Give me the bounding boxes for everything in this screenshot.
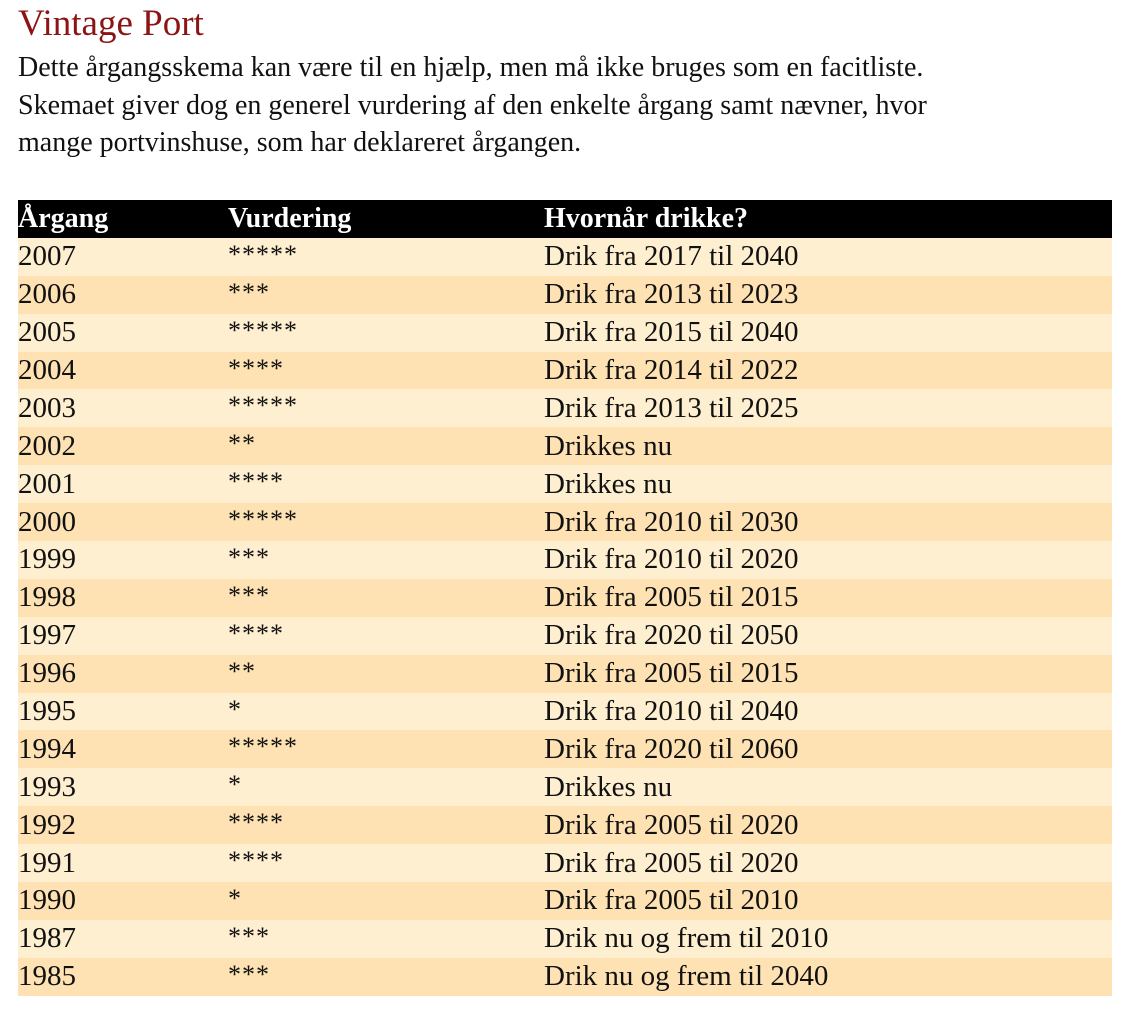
drink-cell: Drik fra 2005 til 2015 [544,657,799,690]
rating-cell: ** [228,656,256,686]
year-cell: 1994 [18,732,76,765]
drink-cell: Drik fra 2010 til 2030 [544,505,799,538]
year-cell: 1991 [18,846,76,879]
table-row: 2007 ***** Drik fra 2017 til 2040 [18,237,1112,276]
rating-cell: ** [228,429,256,459]
table-row: 2000 ***** Drik fra 2010 til 2030 [18,503,1112,542]
table-row: 1997 **** Drik fra 2020 til 2050 [18,616,1112,655]
rating-cell: * [228,770,242,800]
intro-line: Dette årgangsskema kan være til en hjælp… [18,52,924,83]
drink-cell: Drik fra 2013 til 2023 [544,278,799,311]
drink-cell: Drik fra 2014 til 2022 [544,354,799,386]
year-cell: 1987 [18,922,76,955]
rating-cell: **** [228,467,284,497]
drink-cell: Drik fra 2017 til 2040 [544,240,799,273]
column-header: Hvornår drikke? [544,202,749,234]
drink-cell: Drik nu og frem til 2040 [544,960,829,993]
table-row: 2003 ***** Drik fra 2013 til 2025 [18,389,1112,428]
drink-cell: Drik fra 2005 til 2020 [544,808,799,841]
rating-cell: **** [228,808,284,838]
year-cell: 1996 [18,657,76,690]
drink-cell: Drik fra 2005 til 2020 [544,846,799,879]
drink-cell: Drik nu og frem til 2010 [544,922,829,955]
table-row: 1987 *** Drik nu og frem til 2010 [18,919,1112,958]
rating-cell: *** [228,959,270,989]
table-row: 1995 * Drik fra 2010 til 2040 [18,692,1112,731]
rating-cell: *** [228,543,270,573]
rating-cell: ***** [228,732,298,762]
year-cell: 1992 [18,808,76,841]
drink-cell: Drik fra 2020 til 2060 [544,732,799,765]
rating-cell: **** [228,618,284,648]
year-cell: 2007 [18,240,76,273]
drink-cell: Drik fra 2013 til 2025 [544,391,799,424]
table-row: 1992 **** Drik fra 2005 til 2020 [18,806,1112,845]
rating-cell: * [228,694,242,724]
table-row: 2005 ***** Drik fra 2015 til 2040 [18,313,1112,352]
intro-line: Skemaet giver dog en generel vurdering a… [18,89,927,121]
drink-cell: Drikkes nu [544,770,673,803]
vintage-table: Årgang Vurdering Hvornår drikke? 2007 ***** D… [18,200,1112,996]
rating-cell: * [228,884,242,914]
year-cell: 1998 [18,581,76,614]
table-row: 1996 ** Drik fra 2005 til 2015 [18,654,1112,693]
rating-cell: *** [228,921,270,951]
drink-cell: Drikkes nu [544,467,673,500]
column-header: Vurdering [228,202,352,234]
year-cell: 1999 [18,543,76,576]
table-row: 2004 **** Drik fra 2014 til 2022 [18,351,1112,390]
drink-cell: Drik fra 2005 til 2015 [544,581,799,614]
rating-cell: *** [228,580,270,610]
year-cell: 1995 [18,695,76,728]
drink-cell: Drikkes nu [544,429,673,462]
rating-cell: **** [228,846,284,876]
drink-cell: Drik fra 2015 til 2040 [544,316,799,349]
drink-cell: Drik fra 2005 til 2010 [544,884,799,917]
table-row: 2002 ** Drikkes nu [18,427,1112,466]
table-row: 1993 * Drikkes nu [18,768,1112,807]
year-cell: 2006 [18,278,76,311]
table-row: 1990 * Drik fra 2005 til 2010 [18,882,1112,920]
rating-cell: ***** [228,505,298,535]
table-row: 1998 *** Drik fra 2005 til 2015 [18,578,1112,617]
table-row: 2006 *** Drik fra 2013 til 2023 [18,275,1112,314]
rating-cell: ***** [228,315,298,345]
year-cell: 1990 [18,884,76,917]
year-cell: 2000 [18,505,76,538]
rating-cell: ***** [228,391,298,421]
rating-cell: ***** [228,239,298,269]
year-cell: 1997 [18,619,76,652]
header-row: Årgang Vurdering Hvornår drikke? [18,200,1112,238]
intro: Dette årgangsskema kan være til en hjælp… [18,49,927,162]
year-cell: 2001 [18,467,76,500]
table-row: 1999 *** Drik fra 2010 til 2020 [18,541,1112,579]
drink-cell: Drik fra 2020 til 2050 [544,619,799,652]
table-row: 1991 **** Drik fra 2005 til 2020 [18,844,1112,883]
year-cell: 2002 [18,429,76,462]
table-row: 1994 ***** Drik fra 2020 til 2060 [18,730,1112,769]
column-header: Årgang [18,202,109,234]
table-row: 2001 **** Drikkes nu [18,465,1112,504]
rating-cell: *** [228,277,270,307]
title: Vintage Port [18,3,204,44]
year-cell: 1993 [18,770,76,803]
year-cell: 2004 [18,354,76,386]
table-row: 1985 *** Drik nu og frem til 2040 [18,957,1112,996]
drink-cell: Drik fra 2010 til 2040 [544,695,799,728]
year-cell: 2005 [18,316,76,349]
year-cell: 1985 [18,960,76,993]
year-cell: 2003 [18,391,76,424]
rating-cell: **** [228,353,284,383]
drink-cell: Drik fra 2010 til 2020 [544,543,799,576]
intro-line: mange portvinshuse, som har deklareret å… [18,127,582,158]
